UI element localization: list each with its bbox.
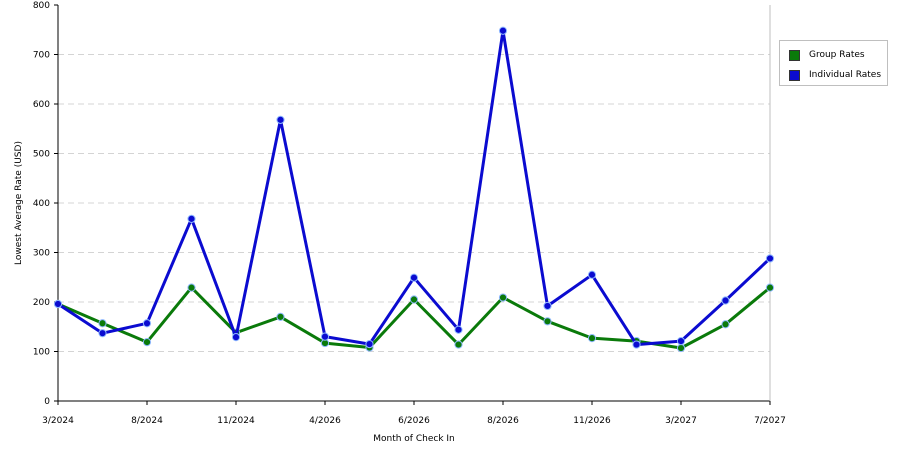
legend-item-individual-rates: Individual Rates — [789, 69, 881, 81]
x-tick-label: 3/2027 — [665, 416, 697, 426]
data-point-group-rates[interactable] — [98, 319, 107, 328]
data-point-individual-rates[interactable] — [231, 333, 241, 342]
data-point-group-rates[interactable] — [276, 312, 285, 321]
legend-swatch-group-rates — [789, 49, 800, 61]
x-tick-label: 8/2026 — [487, 416, 519, 426]
data-point-individual-rates[interactable] — [632, 340, 641, 349]
data-point-individual-rates[interactable] — [498, 26, 508, 35]
x-tick-label: 3/2024 — [42, 416, 74, 426]
y-tick-label: 200 — [33, 298, 50, 308]
data-point-group-rates[interactable] — [187, 283, 196, 292]
data-point-individual-rates[interactable] — [721, 296, 730, 305]
y-tick-label: 0 — [44, 397, 50, 407]
data-point-individual-rates[interactable] — [543, 301, 552, 311]
series-layer — [53, 26, 775, 353]
data-point-individual-rates[interactable] — [765, 254, 775, 263]
data-point-individual-rates[interactable] — [276, 115, 285, 124]
data-point-individual-rates[interactable] — [320, 332, 330, 341]
x-tick-label: 8/2024 — [131, 416, 163, 426]
data-point-group-rates[interactable] — [721, 320, 730, 329]
data-point-group-rates[interactable] — [587, 334, 597, 343]
data-point-individual-rates[interactable] — [142, 319, 152, 328]
x-tick-label: 7/2027 — [754, 416, 786, 426]
x-axis-title: Month of Check In — [373, 434, 455, 444]
y-tick-label: 300 — [33, 249, 50, 259]
data-point-group-rates[interactable] — [454, 340, 463, 349]
y-tick-label: 600 — [33, 100, 50, 110]
y-tick-label: 700 — [33, 51, 50, 61]
data-point-individual-rates[interactable] — [409, 273, 419, 282]
x-tick-label: 11/2024 — [217, 416, 255, 426]
data-point-individual-rates[interactable] — [53, 299, 63, 309]
y-tick-label: 100 — [33, 348, 50, 358]
y-tick-label: 500 — [33, 150, 50, 160]
chart-legend: Group Rates Individual Rates — [779, 40, 888, 86]
axes-layer: 0 100 200 300 400 500 600 700 800 3/2024 8/2024 11/… — [33, 1, 786, 426]
x-tick-label: 4/2026 — [309, 416, 341, 426]
x-tick-label: 6/2026 — [398, 416, 430, 426]
data-point-group-rates[interactable] — [409, 295, 419, 304]
legend-item-group-rates: Group Rates — [789, 49, 865, 61]
data-point-individual-rates[interactable] — [365, 339, 374, 349]
data-point-group-rates[interactable] — [543, 317, 552, 326]
data-point-group-rates[interactable] — [498, 293, 508, 302]
y-tick-label: 400 — [33, 199, 50, 209]
legend-label-group-rates: Group Rates — [809, 50, 865, 60]
y-tick-label: 800 — [33, 1, 50, 11]
data-point-individual-rates[interactable] — [587, 270, 597, 279]
grid-layer — [58, 54, 770, 352]
data-point-individual-rates[interactable] — [187, 214, 196, 223]
data-point-group-rates[interactable] — [765, 283, 775, 292]
legend-label-individual-rates: Individual Rates — [809, 70, 882, 80]
y-axis-title: Lowest Average Rate (USD) — [14, 141, 24, 265]
legend-swatch-individual-rates — [789, 69, 800, 81]
x-tick-label: 11/2026 — [573, 416, 611, 426]
data-point-group-rates[interactable] — [676, 343, 686, 353]
data-point-individual-rates[interactable] — [676, 337, 686, 346]
data-point-individual-rates[interactable] — [454, 325, 463, 334]
data-point-group-rates[interactable] — [142, 337, 152, 347]
data-point-individual-rates[interactable] — [98, 329, 107, 338]
